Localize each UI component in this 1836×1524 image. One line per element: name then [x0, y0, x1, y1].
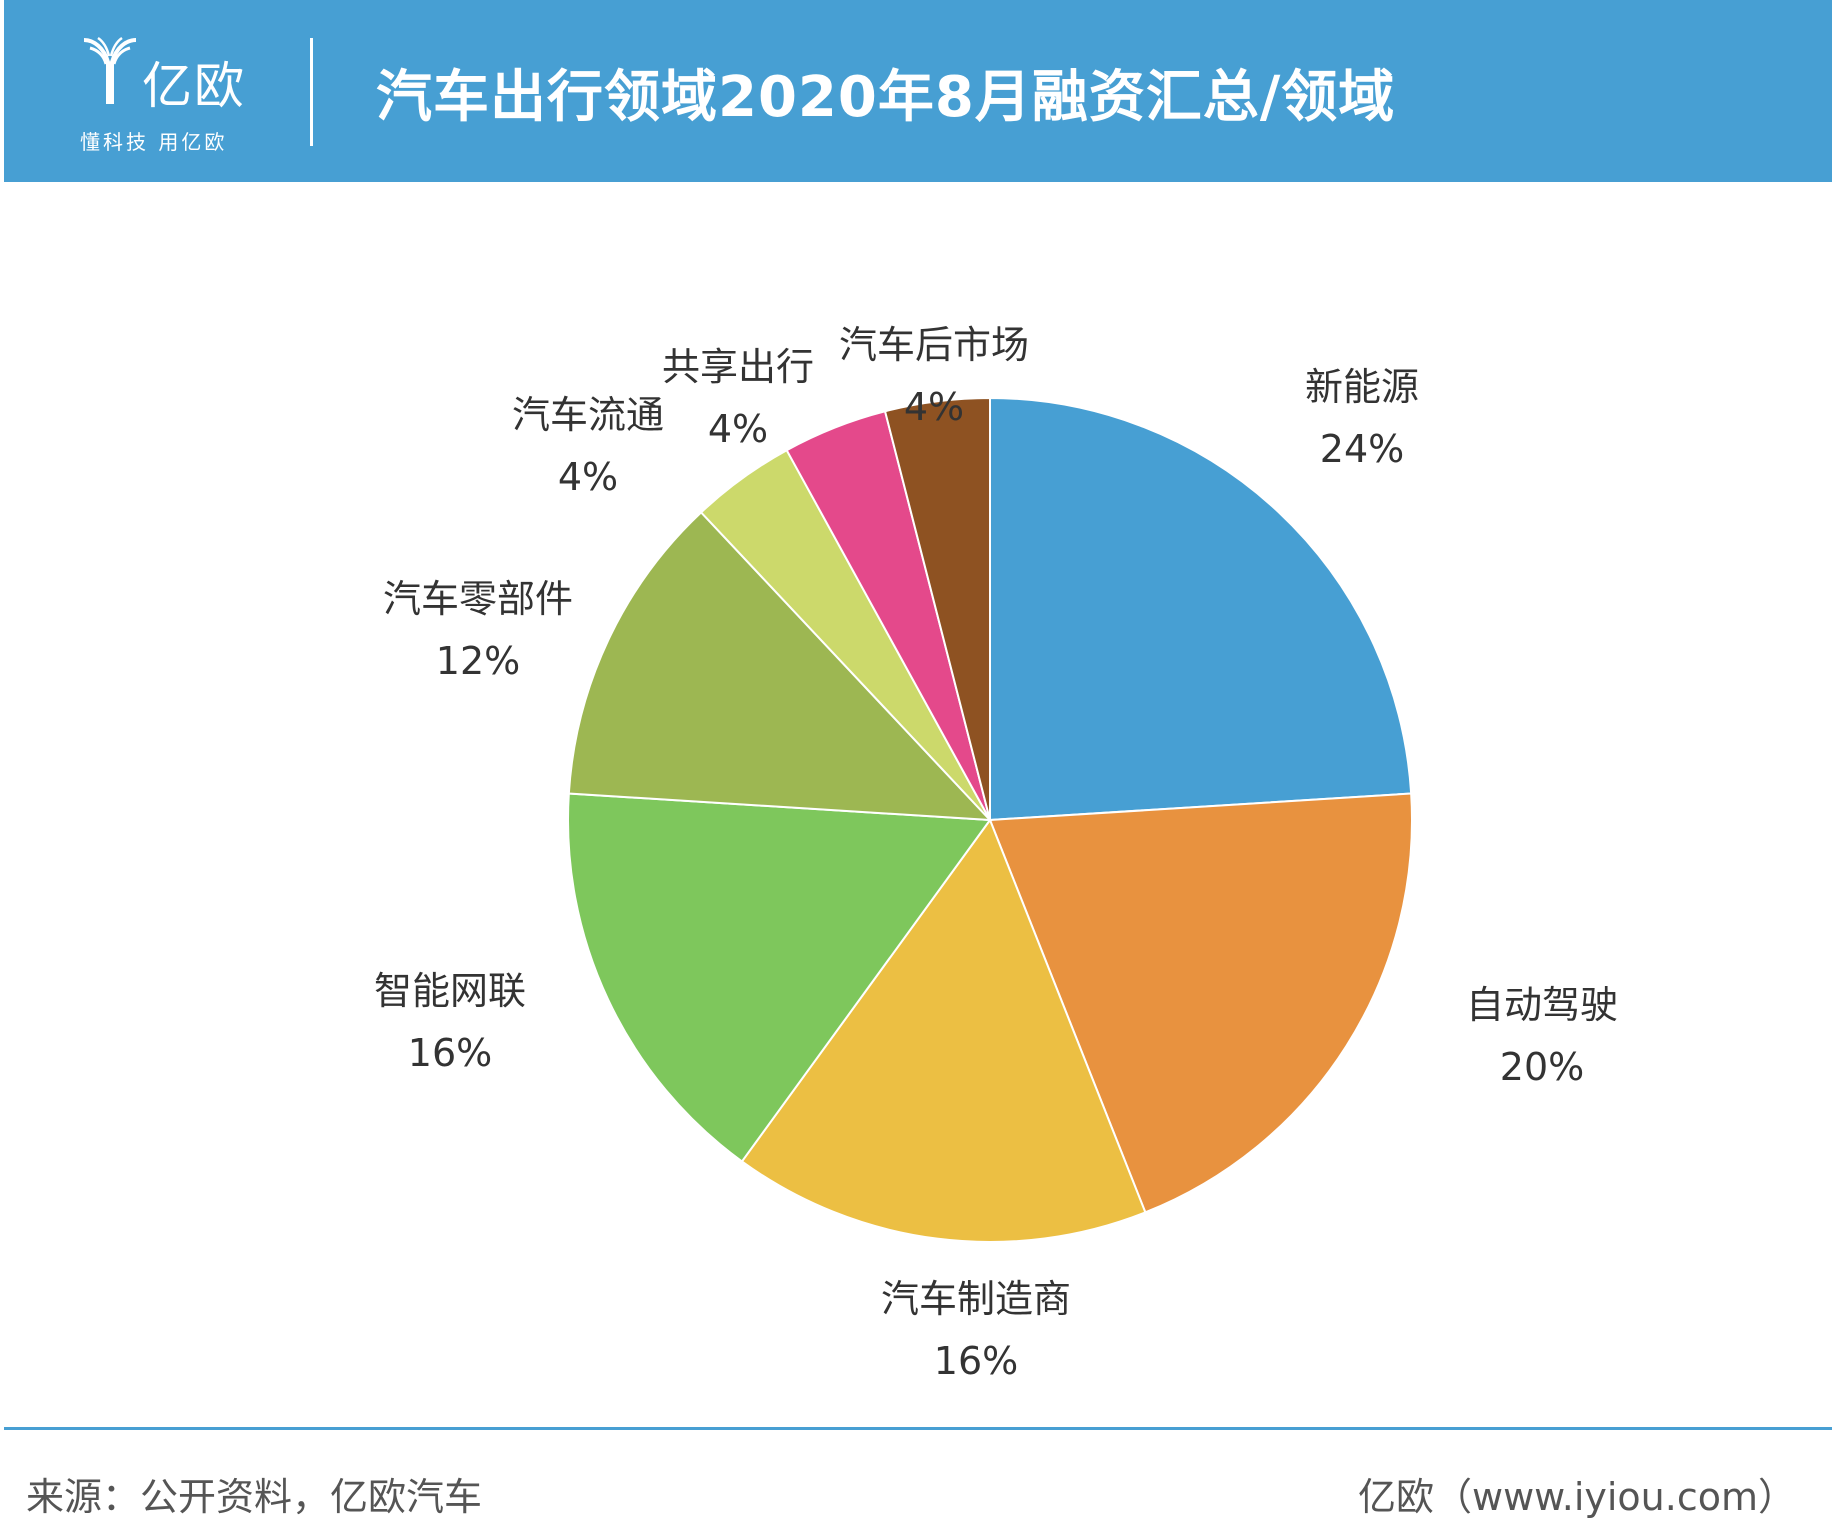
header-divider [310, 38, 313, 146]
logo-slogan: 懂科技 用亿欧 [80, 130, 228, 154]
pie-slice-3 [740, 817, 1147, 1243]
chart-title: 汽车出行领域2020年8月融资汇总/领域 [376, 65, 1396, 130]
slice-percent-label: 4% [708, 407, 768, 451]
slice-percent-label: 12% [436, 639, 520, 683]
slice-percent-label: 20% [1500, 1045, 1584, 1089]
logo-mark-icon [83, 36, 137, 104]
pie-slice-4 [567, 792, 992, 1163]
footer-divider [4, 1427, 1832, 1430]
header-banner: 亿欧 懂科技 用亿欧 汽车出行领域2020年8月融资汇总/领域 [4, 0, 1832, 182]
pie-slice-1 [989, 396, 1413, 822]
pie-chart: 新能源 24% 自动驾驶 20% 汽车制造商 16% 智能网联 16% 汽车零部件 12% 汽车流通… [374, 323, 1618, 1383]
slice-category-label: 汽车零部件 [383, 577, 573, 621]
pie-slice-8 [883, 396, 991, 821]
slice-percent-label: 4% [558, 455, 618, 499]
slice-percent-label: 24% [1320, 427, 1404, 471]
slice-percent-label: 16% [408, 1031, 492, 1075]
source-note: 来源：公开资料，亿欧汽车 [26, 1475, 483, 1519]
slice-category-label: 汽车制造商 [881, 1277, 1071, 1321]
slice-percent-label: 4% [904, 385, 964, 429]
slice-category-label: 智能网联 [374, 969, 526, 1013]
slice-category-label: 汽车流通 [512, 393, 664, 437]
slice-category-label: 汽车后市场 [839, 323, 1029, 367]
logo-text: 亿欧 [142, 57, 246, 115]
slice-percent-label: 16% [934, 1339, 1018, 1383]
pie-slice-2 [988, 792, 1413, 1214]
pie-slice-5 [567, 510, 993, 822]
brand-note: 亿欧（www.iyiou.com） [1357, 1475, 1796, 1519]
slice-category-label: 新能源 [1305, 365, 1419, 409]
slice-category-label: 共享出行 [662, 345, 814, 389]
logo: 亿欧 懂科技 用亿欧 [80, 34, 250, 154]
slice-category-label: 自动驾驶 [1466, 983, 1618, 1027]
